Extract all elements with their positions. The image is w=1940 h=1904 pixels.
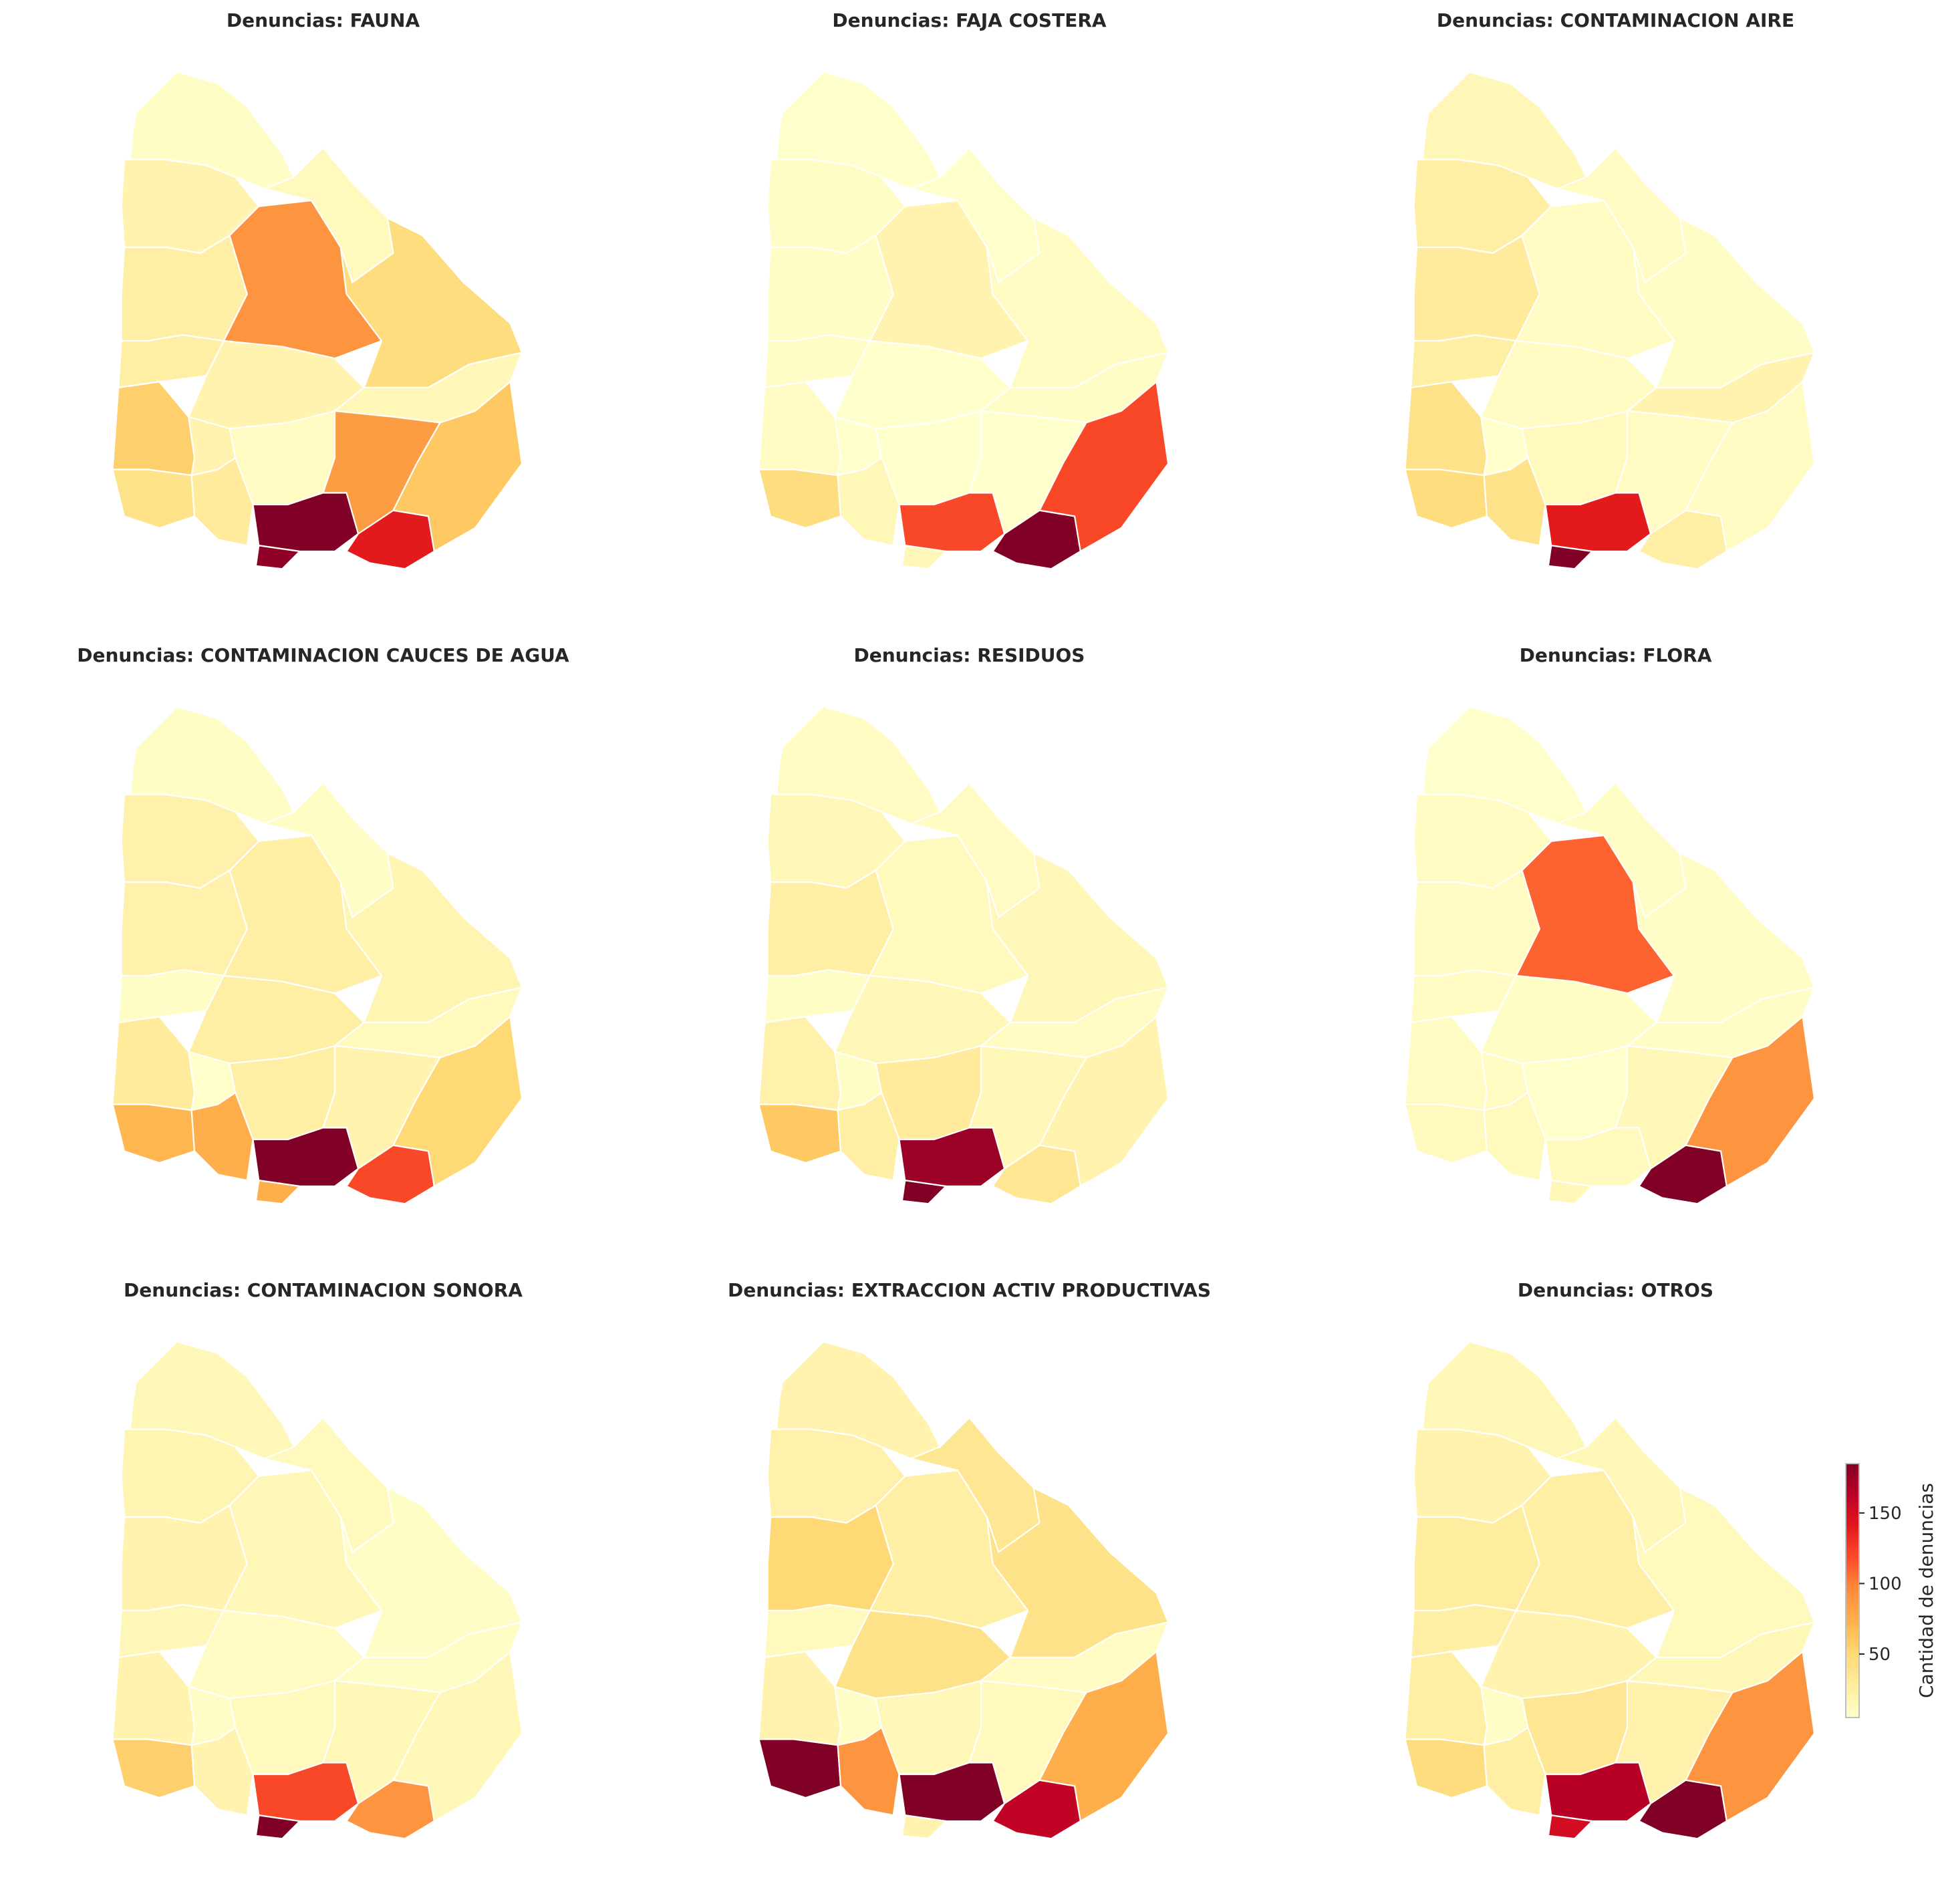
panel-title: Denuncias: CONTAMINACION SONORA <box>124 1279 523 1301</box>
uruguay-map <box>1404 1341 1816 1840</box>
department-maldonado <box>345 509 435 570</box>
department-soriano <box>758 381 842 477</box>
department-montevideo <box>1547 545 1593 570</box>
department-paysandu <box>120 235 248 342</box>
panel-title: Denuncias: EXTRACCION ACTIV PRODUCTIVAS <box>728 1279 1211 1301</box>
department-colonia <box>758 1738 842 1799</box>
colorbar-tick-label: 150 <box>1868 1504 1902 1524</box>
panel-title: Denuncias: FAUNA <box>227 9 420 31</box>
department-maldonado <box>992 1779 1081 1840</box>
department-colonia <box>112 1738 196 1799</box>
uruguay-map <box>758 1341 1169 1840</box>
department-soriano <box>1404 1651 1488 1746</box>
department-maldonado <box>992 1144 1081 1205</box>
uruguay-map <box>758 706 1169 1205</box>
department-san-jose <box>190 456 254 547</box>
map-panel: Denuncias: CONTAMINACION CAUCES DE AGUA <box>77 644 569 1205</box>
department-montevideo <box>255 1814 301 1840</box>
department-san-jose <box>1483 1091 1546 1182</box>
map-panel: Denuncias: OTROS <box>1404 1279 1816 1840</box>
department-colonia <box>758 1103 842 1164</box>
department-san-jose <box>190 1726 254 1816</box>
map-panel: Denuncias: CONTAMINACION AIRE <box>1404 9 1816 570</box>
colorbar-tick-label: 100 <box>1868 1574 1902 1594</box>
department-colonia <box>112 1103 196 1164</box>
department-colonia <box>112 468 196 529</box>
department-paysandu <box>767 869 894 977</box>
department-soriano <box>112 1651 196 1746</box>
map-panel: Denuncias: FLORA <box>1404 644 1816 1205</box>
department-rocha <box>392 1016 523 1188</box>
panel-title: Denuncias: RESIDUOS <box>854 644 1085 666</box>
department-montevideo <box>255 1180 301 1205</box>
panel-title: Denuncias: CONTAMINACION CAUCES DE AGUA <box>77 644 569 666</box>
department-paysandu <box>120 1504 248 1612</box>
department-san-jose <box>837 1091 900 1182</box>
department-rocha <box>1038 381 1169 553</box>
colorbar-label: Cantidad de denuncias <box>1915 1483 1937 1698</box>
department-soriano <box>1404 1016 1488 1111</box>
department-paysandu <box>767 1504 894 1612</box>
department-maldonado <box>345 1144 435 1205</box>
department-rocha <box>1685 381 1816 553</box>
department-colonia <box>1404 468 1488 529</box>
department-soriano <box>1404 381 1488 477</box>
colorbar: 50 100 150 Cantidad de denuncias <box>1845 1463 1937 1718</box>
department-san-jose <box>837 1726 900 1816</box>
uruguay-map <box>1404 71 1816 570</box>
map-panel: Denuncias: EXTRACCION ACTIV PRODUCTIVAS <box>728 1279 1211 1840</box>
department-montevideo <box>255 545 301 570</box>
department-colonia <box>1404 1738 1488 1799</box>
uruguay-map <box>1404 706 1816 1205</box>
department-maldonado <box>345 1779 435 1840</box>
map-panel: Denuncias: RESIDUOS <box>758 644 1169 1205</box>
department-montevideo <box>901 545 947 570</box>
department-san-jose <box>837 456 900 547</box>
department-san-jose <box>1483 456 1546 547</box>
department-colonia <box>1404 1103 1488 1164</box>
department-montevideo <box>1547 1814 1593 1840</box>
department-paysandu <box>767 235 894 342</box>
department-paysandu <box>1413 869 1540 977</box>
department-paysandu <box>1413 235 1540 342</box>
department-maldonado <box>1638 1779 1727 1840</box>
department-paysandu <box>1413 1504 1540 1612</box>
department-rocha <box>1685 1016 1816 1188</box>
department-soriano <box>112 1016 196 1111</box>
panel-title: Denuncias: FLORA <box>1520 644 1712 666</box>
department-soriano <box>758 1016 842 1111</box>
map-panel: Denuncias: FAUNA <box>112 9 523 570</box>
department-rocha <box>392 1651 523 1822</box>
department-montevideo <box>1547 1180 1593 1205</box>
department-soriano <box>112 381 196 477</box>
panel-title: Denuncias: CONTAMINACION AIRE <box>1437 9 1794 31</box>
department-maldonado <box>1638 509 1727 570</box>
uruguay-map <box>112 1341 523 1840</box>
department-montevideo <box>901 1814 947 1840</box>
colorbar-tick-label: 50 <box>1868 1645 1891 1665</box>
department-rocha <box>1038 1016 1169 1188</box>
panel-title: Denuncias: OTROS <box>1518 1279 1713 1301</box>
department-rocha <box>1038 1651 1169 1822</box>
department-colonia <box>758 468 842 529</box>
department-montevideo <box>901 1180 947 1205</box>
department-soriano <box>758 1651 842 1746</box>
panel-title: Denuncias: FAJA COSTERA <box>832 9 1106 31</box>
department-maldonado <box>992 509 1081 570</box>
uruguay-map <box>112 706 523 1205</box>
department-rocha <box>392 381 523 553</box>
department-san-jose <box>190 1091 254 1182</box>
department-maldonado <box>1638 1144 1727 1205</box>
department-rocha <box>1685 1651 1816 1822</box>
map-panel: Denuncias: CONTAMINACION SONORA <box>112 1279 523 1840</box>
map-panel: Denuncias: FAJA COSTERA <box>758 9 1169 570</box>
department-san-jose <box>1483 1726 1546 1816</box>
uruguay-map <box>112 71 523 570</box>
uruguay-map <box>758 71 1169 570</box>
department-paysandu <box>120 869 248 977</box>
colorbar-gradient <box>1845 1463 1860 1718</box>
